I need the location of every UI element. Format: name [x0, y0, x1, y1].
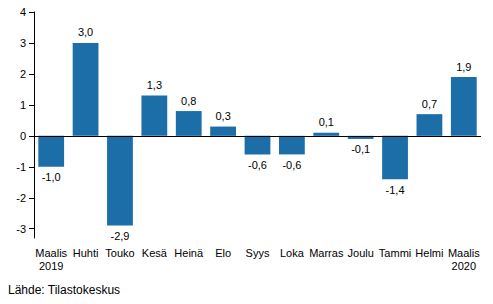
svg-text:3,0: 3,0 [78, 26, 93, 38]
svg-text:Maalis: Maalis [448, 247, 480, 259]
svg-text:Lähde: Tilastokeskus: Lähde: Tilastokeskus [8, 283, 120, 297]
svg-text:Huhti: Huhti [73, 247, 99, 259]
svg-text:Loka: Loka [280, 247, 305, 259]
svg-text:0: 0 [20, 130, 26, 142]
svg-text:1: 1 [20, 99, 26, 111]
svg-text:-1,0: -1,0 [42, 171, 61, 183]
svg-text:-1,4: -1,4 [386, 184, 405, 196]
svg-text:Heinä: Heinä [174, 247, 204, 259]
svg-text:2020: 2020 [452, 260, 476, 272]
svg-text:Syys: Syys [246, 247, 270, 259]
svg-text:-3: -3 [16, 223, 26, 235]
svg-text:-0,6: -0,6 [248, 159, 267, 171]
svg-text:3: 3 [20, 37, 26, 49]
svg-text:1,9: 1,9 [456, 61, 471, 73]
svg-text:Marras: Marras [309, 247, 344, 259]
svg-text:2019: 2019 [39, 260, 63, 272]
svg-text:-0,6: -0,6 [282, 159, 301, 171]
svg-text:0,7: 0,7 [422, 98, 437, 110]
svg-text:0,8: 0,8 [181, 95, 196, 107]
svg-text:-1: -1 [16, 161, 26, 173]
svg-text:0,1: 0,1 [319, 116, 334, 128]
svg-text:4: 4 [20, 6, 26, 18]
svg-text:Elo: Elo [215, 247, 231, 259]
svg-text:Joulu: Joulu [348, 247, 374, 259]
svg-text:-0,1: -0,1 [351, 143, 370, 155]
svg-text:0,3: 0,3 [215, 110, 230, 122]
svg-text:Maalis: Maalis [35, 247, 67, 259]
svg-text:-2,9: -2,9 [110, 230, 129, 242]
svg-text:Helmi: Helmi [415, 247, 443, 259]
svg-text:Kesä: Kesä [142, 247, 168, 259]
svg-text:-2: -2 [16, 192, 26, 204]
svg-text:Tammi: Tammi [379, 247, 411, 259]
svg-text:1,3: 1,3 [147, 79, 162, 91]
svg-text:Touko: Touko [105, 247, 134, 259]
svg-text:2: 2 [20, 68, 26, 80]
